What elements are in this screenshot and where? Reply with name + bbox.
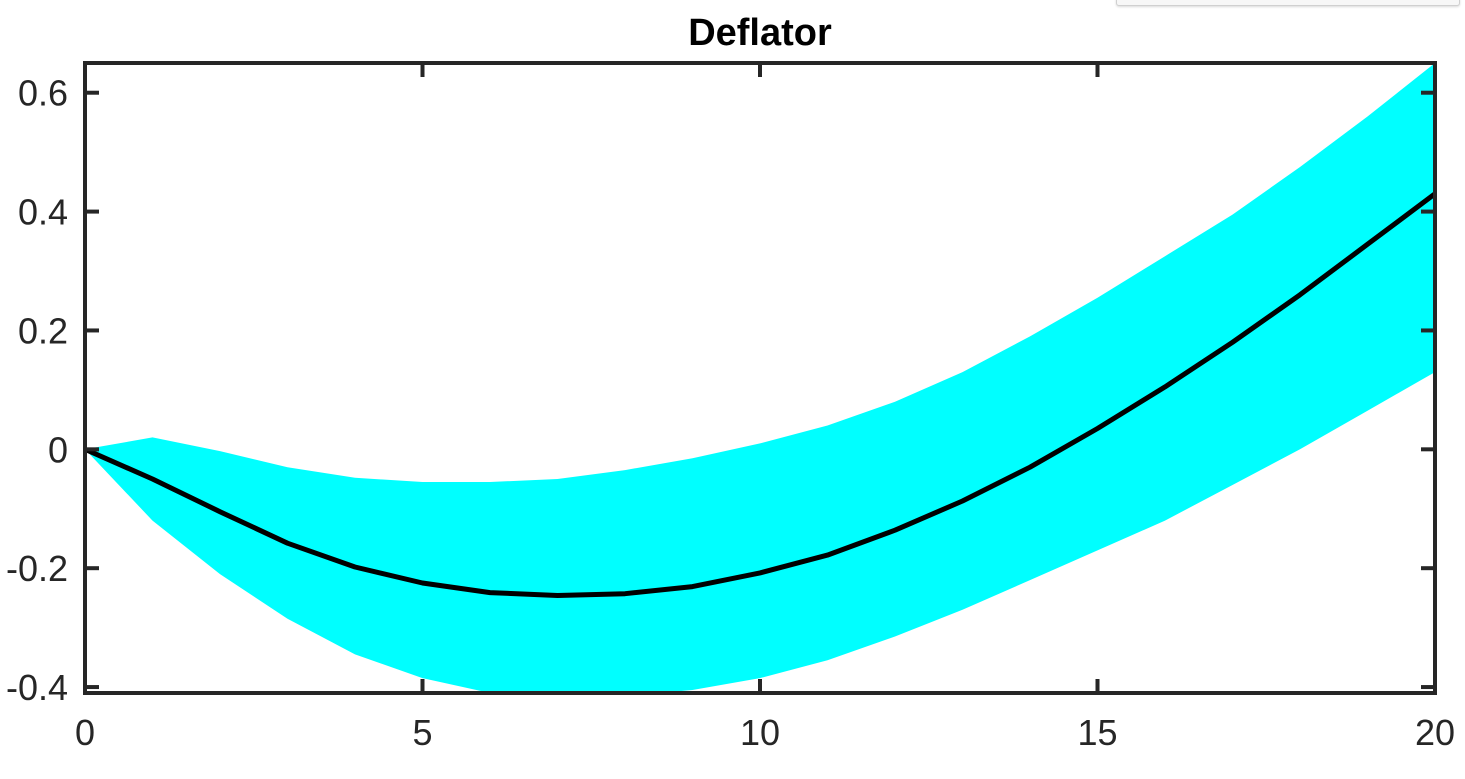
- x-tick-label: 0: [75, 712, 95, 753]
- y-tick-label: -0.4: [6, 667, 68, 708]
- median-line: [85, 191, 1435, 598]
- x-tick-label: 10: [740, 712, 780, 753]
- axes: [83, 61, 1437, 695]
- y-tick-label: 0: [48, 429, 68, 470]
- x-tick-label: 5: [412, 712, 432, 753]
- confidence-band-layer: [85, 63, 1435, 693]
- chart-title: Deflator: [688, 12, 832, 54]
- x-tick-label: 15: [1077, 712, 1117, 753]
- median-line-layer: [85, 191, 1435, 598]
- tick-labels: 0 5 10 15 20 -0.4 -0.2 0 0.2 0.4 0.6: [6, 73, 1455, 753]
- window-tab: [1116, 0, 1460, 6]
- x-tick-label: 20: [1415, 712, 1455, 753]
- confidence-band: [85, 63, 1435, 693]
- y-tick-label: 0.4: [18, 192, 68, 233]
- y-tick-label: 0.6: [18, 73, 68, 114]
- y-tick-label: 0.2: [18, 310, 68, 351]
- y-tick-label: -0.2: [6, 548, 68, 589]
